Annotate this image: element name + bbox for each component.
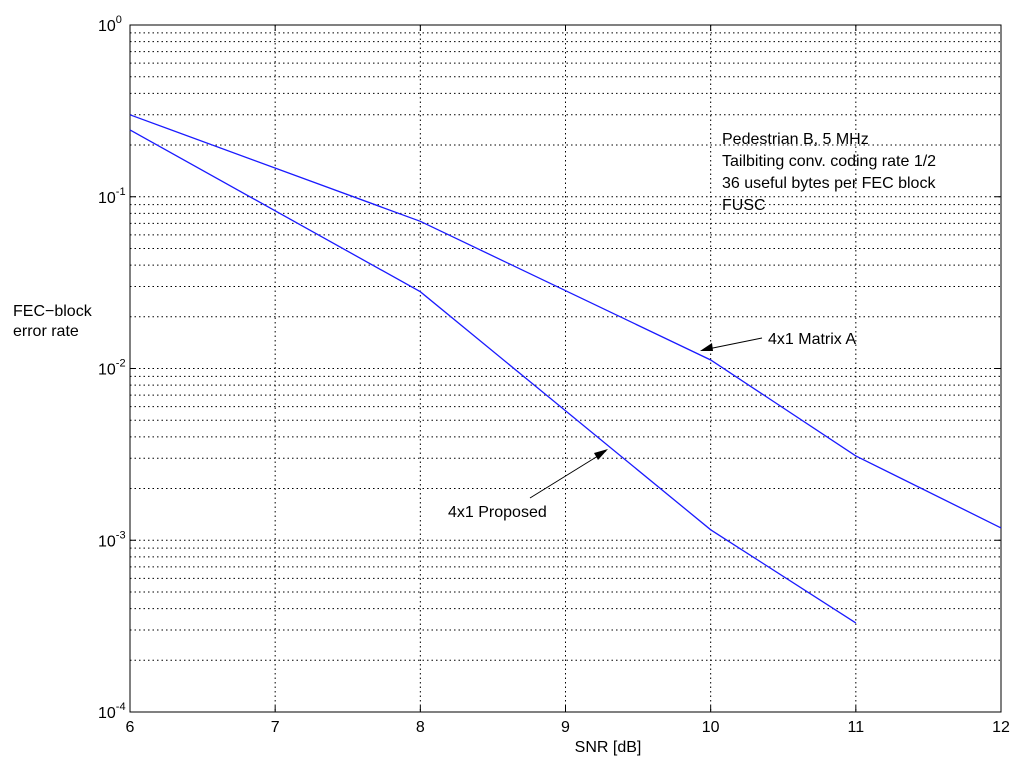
annotation-label-proposed: 4x1 Proposed	[448, 504, 547, 521]
axis-ticks: 6 7 8 9 10 11 12 10-4 10-3 10-2 10-1 100	[98, 14, 1010, 736]
info-line-2: Tailbiting conv. coding rate 1/2	[722, 153, 936, 170]
y-tick-label: 10-1	[98, 186, 126, 207]
x-tick-label: 12	[992, 719, 1010, 736]
info-line-3: 36 useful bytes per FEC block	[722, 175, 936, 192]
x-axis-label: SNR [dB]	[575, 739, 642, 756]
annotation-arrow-proposed	[529, 450, 607, 499]
info-line-1: Pedestrian B, 5 MHz	[722, 131, 869, 148]
x-tick-label: 11	[848, 719, 865, 736]
grid	[130, 25, 1001, 712]
annotation-proposed: 4x1 Proposed	[448, 449, 608, 521]
series-line-matrix-a	[129, 114, 1002, 529]
y-tick-label: 100	[98, 14, 122, 35]
series-lines	[129, 114, 1002, 624]
x-tick-label: 9	[561, 719, 570, 736]
info-line-4: FUSC	[722, 197, 766, 214]
annotation-label-matrix-a: 4x1 Matrix A	[768, 331, 856, 348]
annotation-arrowhead-proposed	[594, 449, 608, 460]
y-tick-label: 10-4	[98, 701, 126, 722]
info-box: Pedestrian B, 5 MHz Tailbiting conv. cod…	[722, 131, 936, 214]
x-tick-label: 6	[126, 719, 135, 736]
x-tick-label: 10	[702, 719, 720, 736]
y-axis-label-line-1: FEC−block	[13, 303, 93, 320]
annotation-arrowhead-matrix-a	[700, 343, 713, 351]
y-tick-label: 10-3	[98, 529, 126, 550]
annotation-matrix-a: 4x1 Matrix A	[700, 331, 856, 351]
y-axis-label-line-2: error rate	[13, 323, 79, 340]
x-tick-label: 7	[271, 719, 280, 736]
annotation-arrow-matrix-a	[702, 337, 763, 351]
y-tick-label: 10-2	[98, 358, 126, 379]
series-line-proposed	[129, 129, 857, 624]
x-tick-label: 8	[416, 719, 425, 736]
